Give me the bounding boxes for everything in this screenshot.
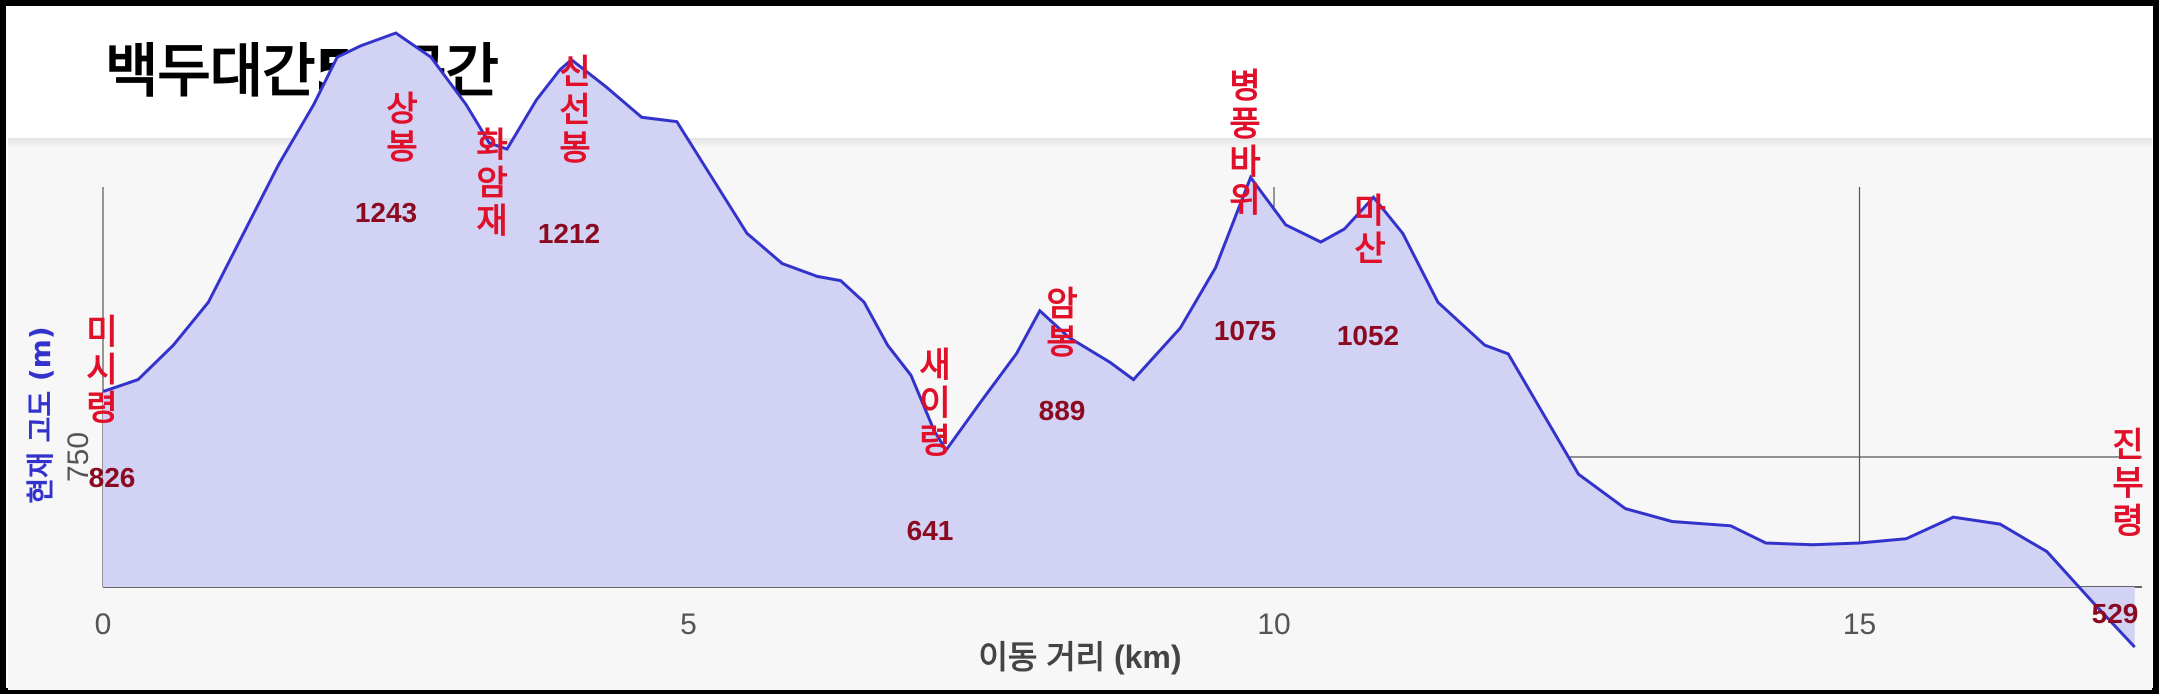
annotation-마산: 마산 1052 — [1337, 192, 1399, 352]
annotation-name-char: 재 — [476, 202, 507, 242]
y-axis-label: 현재 고도 (m) — [24, 326, 57, 503]
annotation-name-char: 암 — [476, 164, 507, 204]
elevation-line — [102, 31, 2136, 649]
annotation-새이령: 새이령 641 — [907, 346, 954, 547]
x-tick-label: 10 — [1257, 608, 1290, 641]
annotation-신선봉: 신선봉 1212 — [538, 53, 600, 250]
annotation-value: 1212 — [538, 218, 600, 249]
x-tick-labels: 0 5 10 15 — [95, 608, 1877, 641]
annotation-미시령: 미시령 826 — [86, 313, 135, 494]
annotation-name-char: 진 — [2112, 426, 2143, 466]
y-tick-label: 750 — [62, 432, 95, 482]
annotation-name-char: 이 — [919, 384, 950, 424]
elevation-area — [103, 33, 2135, 648]
annotation-진부령: 진부령 529 — [2092, 426, 2144, 630]
annotation-value: 889 — [1039, 395, 1086, 426]
annotation-name-char: 봉 — [1046, 323, 1077, 363]
y-tick-labels: 750 — [62, 432, 95, 482]
annotation-value: 1052 — [1337, 320, 1399, 351]
annotation-name-char: 령 — [86, 389, 117, 429]
annotation-value: 1075 — [1214, 315, 1276, 346]
annotation-name-char: 상 — [386, 90, 417, 130]
x-axis-label: 이동 거리 (km) — [978, 639, 1181, 675]
annotation-name-char: 신 — [559, 53, 590, 93]
annotation-name-char: 병 — [1229, 67, 1260, 107]
annotation-name-char: 마 — [1354, 192, 1385, 232]
annotation-name-char: 새 — [919, 346, 950, 386]
annotation-name-char: 선 — [559, 91, 590, 131]
annotation-상봉: 상봉 1243 — [355, 90, 418, 229]
peak-annotations: 미시령826상봉1243화암재신선봉1212새이령641암봉889병풍바위107… — [86, 53, 2143, 630]
annotation-name-char: 봉 — [559, 129, 590, 169]
annotation-name-char: 화 — [476, 126, 507, 166]
annotation-name-char: 산 — [1354, 230, 1385, 270]
annotation-value: 529 — [2092, 598, 2139, 629]
plot-top-shade — [8, 138, 2152, 148]
annotation-value: 641 — [907, 515, 954, 546]
x-tick-label: 0 — [95, 608, 112, 641]
annotation-name-char: 령 — [919, 422, 950, 462]
annotation-name-char: 봉 — [386, 128, 417, 168]
annotation-value: 826 — [89, 462, 136, 493]
annotation-화암재: 화암재 — [476, 126, 507, 242]
annotation-name-char: 바 — [1229, 143, 1260, 183]
annotation-name-char: 암 — [1046, 285, 1077, 325]
annotation-name-char: 령 — [2112, 502, 2143, 542]
annotation-name-char: 시 — [86, 351, 117, 391]
x-tick-label: 15 — [1843, 608, 1876, 641]
annotation-암봉: 암봉 889 — [1039, 285, 1086, 427]
annotation-name-char: 풍 — [1229, 105, 1260, 145]
annotation-name-char: 부 — [2112, 464, 2143, 504]
annotation-name-char: 위 — [1229, 181, 1260, 221]
annotation-value: 1243 — [355, 197, 417, 228]
annotation-name-char: 미 — [86, 313, 117, 353]
x-tick-label: 5 — [680, 608, 697, 641]
